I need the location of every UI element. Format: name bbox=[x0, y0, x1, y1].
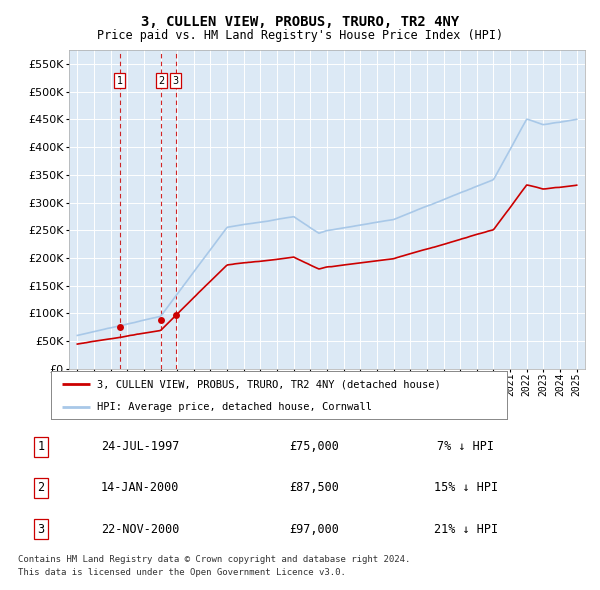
Text: 3: 3 bbox=[172, 76, 179, 86]
Text: 21% ↓ HPI: 21% ↓ HPI bbox=[434, 523, 498, 536]
Text: 1: 1 bbox=[117, 76, 123, 86]
Text: 24-JUL-1997: 24-JUL-1997 bbox=[101, 440, 179, 453]
Text: £75,000: £75,000 bbox=[290, 440, 340, 453]
Text: 3, CULLEN VIEW, PROBUS, TRURO, TR2 4NY: 3, CULLEN VIEW, PROBUS, TRURO, TR2 4NY bbox=[141, 15, 459, 30]
Text: HPI: Average price, detached house, Cornwall: HPI: Average price, detached house, Corn… bbox=[97, 402, 371, 412]
Text: Price paid vs. HM Land Registry's House Price Index (HPI): Price paid vs. HM Land Registry's House … bbox=[97, 29, 503, 42]
Text: This data is licensed under the Open Government Licence v3.0.: This data is licensed under the Open Gov… bbox=[18, 568, 346, 577]
Text: 3, CULLEN VIEW, PROBUS, TRURO, TR2 4NY (detached house): 3, CULLEN VIEW, PROBUS, TRURO, TR2 4NY (… bbox=[97, 379, 440, 389]
Text: Contains HM Land Registry data © Crown copyright and database right 2024.: Contains HM Land Registry data © Crown c… bbox=[18, 555, 410, 564]
Text: 3: 3 bbox=[38, 523, 44, 536]
Text: £87,500: £87,500 bbox=[290, 481, 340, 494]
Text: 7% ↓ HPI: 7% ↓ HPI bbox=[437, 440, 494, 453]
Text: 1: 1 bbox=[38, 440, 44, 453]
Text: 15% ↓ HPI: 15% ↓ HPI bbox=[434, 481, 498, 494]
Text: 22-NOV-2000: 22-NOV-2000 bbox=[101, 523, 179, 536]
Text: 14-JAN-2000: 14-JAN-2000 bbox=[101, 481, 179, 494]
Text: 2: 2 bbox=[38, 481, 44, 494]
Text: £97,000: £97,000 bbox=[290, 523, 340, 536]
Text: 2: 2 bbox=[158, 76, 164, 86]
